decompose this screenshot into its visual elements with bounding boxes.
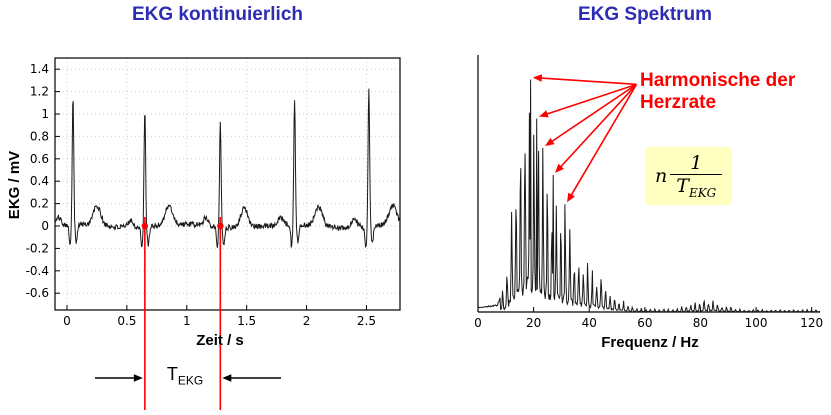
harmonics-annotation-line2: Herzrate bbox=[640, 91, 717, 113]
x-tick-label: 120 bbox=[800, 316, 823, 330]
x-tick-label: 2 bbox=[303, 314, 311, 328]
y-tick-label: 0.2 bbox=[30, 197, 49, 211]
rr-marker-dot bbox=[141, 222, 149, 230]
harmonic-arrow-0-head bbox=[532, 74, 543, 82]
x-tick-label: 2.5 bbox=[357, 314, 376, 328]
harmonic-arrow-0 bbox=[537, 76, 637, 86]
formula-den-sub: EKG bbox=[688, 185, 717, 200]
y-tick-label: 1 bbox=[41, 107, 49, 121]
tekg-label-sub: EKG bbox=[177, 373, 204, 388]
harmonic-arrow-3-head bbox=[555, 163, 564, 173]
tekg-interval-label: TEKG bbox=[147, 364, 223, 388]
left-chart-ylabel: EKG / mV bbox=[6, 150, 23, 220]
x-tick-label: 40 bbox=[582, 316, 597, 330]
x-tick-label: 60 bbox=[637, 316, 652, 330]
formula-numerator: 1 bbox=[690, 152, 703, 174]
harmonic-arrow-2 bbox=[548, 83, 637, 145]
x-tick-label: 0 bbox=[474, 316, 482, 330]
left-chart-xlabel: Zeit / s bbox=[196, 332, 244, 349]
x-tick-label: 0 bbox=[63, 314, 71, 328]
x-tick-label: 1 bbox=[183, 314, 191, 328]
rr-marker-dot bbox=[217, 222, 224, 230]
formula-denominator: TEKG bbox=[670, 174, 723, 200]
harmonic-arrow-3 bbox=[557, 83, 638, 171]
harmonics-annotation: Harmonische der Herzrate bbox=[640, 70, 795, 114]
ecg-trace bbox=[54, 88, 400, 249]
right-chart-xlabel: Frequenz / Hz bbox=[601, 334, 699, 351]
harmonic-arrow-4 bbox=[568, 83, 638, 199]
measure-arrow-left-head bbox=[133, 374, 143, 382]
harmonics-formula-box: n 1 TEKG bbox=[645, 147, 733, 205]
y-tick-label: 1.2 bbox=[30, 85, 49, 99]
y-tick-label: -0.2 bbox=[26, 241, 49, 255]
y-tick-label: -0.6 bbox=[26, 286, 49, 300]
formula-n: n bbox=[655, 164, 668, 187]
y-tick-label: 0 bbox=[41, 219, 49, 233]
y-tick-label: 0.4 bbox=[30, 174, 49, 188]
harmonic-arrow-2-head bbox=[545, 137, 555, 147]
x-tick-label: 0.5 bbox=[117, 314, 136, 328]
y-tick-label: -0.4 bbox=[26, 264, 49, 278]
x-tick-label: 1.5 bbox=[237, 314, 256, 328]
y-tick-label: 0.6 bbox=[30, 152, 49, 166]
harmonic-arrow-1 bbox=[542, 83, 637, 116]
right-chart-title: EKG Spektrum bbox=[577, 4, 713, 25]
spectrum-trace bbox=[477, 79, 821, 313]
x-tick-label: 20 bbox=[526, 316, 541, 330]
x-tick-label: 80 bbox=[693, 316, 708, 330]
formula-fraction: 1 TEKG bbox=[670, 152, 723, 200]
harmonic-arrow-4-head bbox=[567, 192, 575, 203]
y-tick-label: 0.8 bbox=[30, 129, 49, 143]
y-tick-label: 1.4 bbox=[30, 62, 49, 76]
formula-den-main: T bbox=[676, 175, 689, 197]
harmonic-arrow-1-head bbox=[538, 110, 549, 118]
harmonics-annotation-line1: Harmonische der bbox=[640, 70, 796, 91]
tekg-label-main: T bbox=[166, 364, 178, 384]
left-chart-title: EKG kontinuierlich bbox=[131, 4, 304, 25]
measure-arrow-right-head bbox=[222, 374, 232, 382]
left-plot-box bbox=[54, 57, 401, 311]
x-tick-label: 100 bbox=[745, 316, 768, 330]
